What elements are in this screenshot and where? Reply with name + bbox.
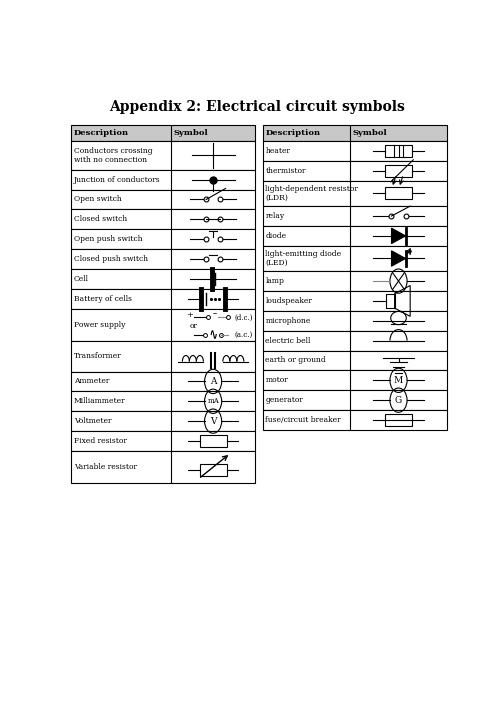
Text: Transformer: Transformer xyxy=(74,352,121,360)
Bar xyxy=(263,351,446,370)
Text: Description: Description xyxy=(74,129,129,137)
Bar xyxy=(71,170,255,190)
Text: fuse/circuit breaker: fuse/circuit breaker xyxy=(265,416,340,424)
Text: (a.c.): (a.c.) xyxy=(234,331,253,339)
Text: Closed switch: Closed switch xyxy=(74,216,127,223)
Polygon shape xyxy=(391,228,405,243)
Bar xyxy=(384,145,411,157)
Bar xyxy=(263,180,446,206)
Text: thermistor: thermistor xyxy=(265,167,305,175)
Bar xyxy=(263,390,446,410)
Text: heater: heater xyxy=(265,147,290,155)
Bar xyxy=(71,309,255,341)
Bar xyxy=(263,410,446,430)
Bar xyxy=(71,190,255,209)
Bar xyxy=(71,125,255,141)
Text: Conductors crossing
with no connection: Conductors crossing with no connection xyxy=(74,147,152,164)
Bar xyxy=(263,291,446,311)
Text: Cell: Cell xyxy=(74,275,89,283)
Bar xyxy=(263,271,446,291)
Bar xyxy=(199,435,226,447)
Text: Milliammeter: Milliammeter xyxy=(74,397,125,405)
Bar xyxy=(71,209,255,229)
Bar xyxy=(71,451,255,483)
Text: electric bell: electric bell xyxy=(265,337,310,344)
Text: relay: relay xyxy=(265,212,284,220)
Text: Open switch: Open switch xyxy=(74,195,121,203)
Text: Closed push switch: Closed push switch xyxy=(74,255,147,263)
Text: earth or ground: earth or ground xyxy=(265,357,326,364)
Text: lamp: lamp xyxy=(265,277,284,285)
Text: Fixed resistor: Fixed resistor xyxy=(74,437,126,445)
Text: A: A xyxy=(209,377,216,386)
Text: Appendix 2: Electrical circuit symbols: Appendix 2: Electrical circuit symbols xyxy=(109,100,404,114)
Text: motor: motor xyxy=(265,377,288,384)
Text: Power supply: Power supply xyxy=(74,321,125,329)
Text: loudspeaker: loudspeaker xyxy=(265,297,312,305)
Bar xyxy=(263,331,446,351)
Text: V: V xyxy=(209,417,216,425)
Bar xyxy=(263,246,446,271)
Bar xyxy=(71,229,255,249)
Text: mA: mA xyxy=(207,397,218,405)
Bar xyxy=(71,411,255,431)
Bar xyxy=(263,311,446,331)
Bar xyxy=(263,161,446,180)
Text: Voltmeter: Voltmeter xyxy=(74,417,111,425)
Bar xyxy=(384,188,411,200)
Bar xyxy=(71,372,255,392)
Text: –: – xyxy=(212,309,216,318)
Text: Ammeter: Ammeter xyxy=(74,377,109,385)
Bar xyxy=(71,141,255,170)
Text: light-emitting diode
(LED): light-emitting diode (LED) xyxy=(265,250,341,267)
Bar xyxy=(263,125,446,141)
Text: G: G xyxy=(394,396,401,405)
Bar xyxy=(263,141,446,161)
Text: Symbol: Symbol xyxy=(173,129,207,137)
Text: (d.c.): (d.c.) xyxy=(234,314,253,321)
Bar xyxy=(263,370,446,390)
Bar xyxy=(71,431,255,451)
Text: M: M xyxy=(393,376,402,384)
Text: Junction of conductors: Junction of conductors xyxy=(74,175,160,183)
Text: Battery of cells: Battery of cells xyxy=(74,295,131,303)
Text: +: + xyxy=(186,311,193,319)
Text: Open push switch: Open push switch xyxy=(74,235,142,243)
Bar xyxy=(71,392,255,411)
Bar xyxy=(263,206,446,226)
Text: generator: generator xyxy=(265,396,303,404)
Bar xyxy=(71,269,255,289)
Bar xyxy=(384,414,411,426)
Bar xyxy=(71,289,255,309)
Text: microphone: microphone xyxy=(265,316,310,325)
Polygon shape xyxy=(391,251,405,266)
Bar xyxy=(199,464,226,476)
Text: light-dependent resistor
(LDR): light-dependent resistor (LDR) xyxy=(265,185,358,202)
Text: Variable resistor: Variable resistor xyxy=(74,463,136,471)
Bar xyxy=(384,165,411,177)
Bar xyxy=(385,294,394,308)
Bar xyxy=(71,249,255,269)
Text: Description: Description xyxy=(265,129,320,137)
Bar xyxy=(263,226,446,246)
Text: Symbol: Symbol xyxy=(352,129,386,137)
Bar xyxy=(71,341,255,372)
Text: diode: diode xyxy=(265,232,286,240)
Text: or: or xyxy=(189,322,197,330)
